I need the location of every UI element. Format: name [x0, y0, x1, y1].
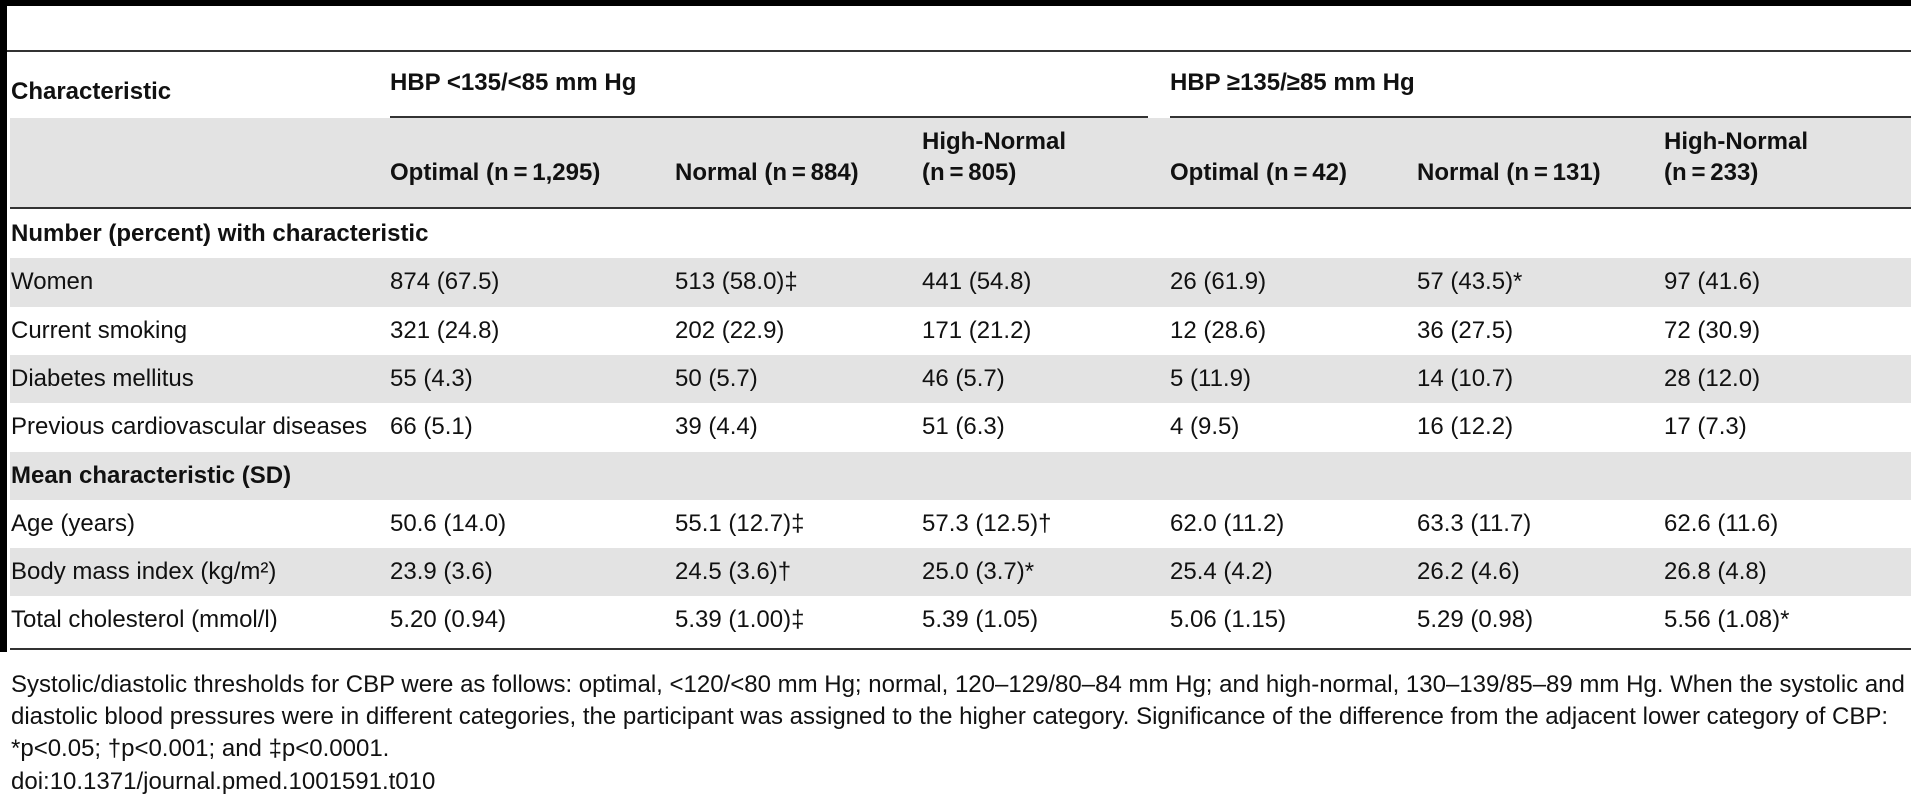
- table-cell: 72 (30.9): [1664, 316, 1761, 344]
- table-cell: 5.20 (0.94): [390, 606, 507, 634]
- row-label: Diabetes mellitus: [11, 364, 194, 392]
- table-cell: 23.9 (3.6): [390, 558, 493, 586]
- table-cell: 66 (5.1): [390, 413, 473, 441]
- subcolumn-header-n: (n = 805): [922, 159, 1017, 186]
- row-label: Total cholesterol (mmol/l): [11, 606, 278, 634]
- table-cell: 25.0 (3.7)*: [922, 558, 1035, 586]
- subheader-band: [10, 118, 1911, 208]
- row-label: Women: [11, 268, 94, 296]
- table-cell: 321 (24.8): [390, 316, 500, 344]
- table-cell: 62.6 (11.6): [1664, 509, 1779, 537]
- table-cell: 46 (5.7): [922, 364, 1005, 392]
- row-label: Current smoking: [11, 316, 188, 344]
- row-shade: [10, 258, 1911, 307]
- table-cell: 55.1 (12.7)‡: [675, 509, 805, 537]
- table-cell: 4 (9.5): [1170, 413, 1240, 441]
- characteristic-header: Characteristic: [11, 78, 172, 105]
- header-top-rule: [7, 50, 1911, 52]
- subcolumn-header: Normal (n = 884): [675, 159, 859, 186]
- table-cell: 5.56 (1.08)*: [1664, 606, 1790, 634]
- table-cell: 14 (10.7): [1417, 364, 1514, 392]
- row-label: Age (years): [11, 509, 136, 537]
- table-cell: 24.5 (3.6)†: [675, 558, 792, 586]
- table-cell: 513 (58.0)‡: [675, 268, 798, 296]
- table-cell: 5 (11.9): [1170, 364, 1251, 392]
- table-cell: 5.39 (1.05): [922, 606, 1039, 634]
- table-cell: 171 (21.2): [922, 316, 1032, 344]
- group-header-hbp-low: HBP <135/<85 mm Hg: [390, 69, 637, 96]
- table-cell: 17 (7.3): [1664, 413, 1747, 441]
- table-cell: 28 (12.0): [1664, 364, 1761, 392]
- table-cell: 441 (54.8): [922, 268, 1032, 296]
- table-cell: 51 (6.3): [922, 413, 1005, 441]
- table-cell: 57 (43.5)*: [1417, 268, 1523, 296]
- table-cell: 55 (4.3): [390, 364, 473, 392]
- table-cell: 63.3 (11.7): [1417, 509, 1532, 537]
- table-top-rule: [0, 0, 1911, 6]
- table-cell: 57.3 (12.5)†: [922, 509, 1052, 537]
- table-cell: 25.4 (4.2): [1170, 558, 1273, 586]
- table-cell: 26.8 (4.8): [1664, 558, 1767, 586]
- group1-underline: [390, 116, 1148, 118]
- table-cell: 5.39 (1.00)‡: [675, 606, 805, 634]
- table-cell: 50.6 (14.0): [390, 509, 507, 537]
- table-cell: 16 (12.2): [1417, 413, 1514, 441]
- table-footnote: Systolic/diastolic thresholds for CBP we…: [11, 671, 1905, 762]
- group2-underline: [1170, 116, 1911, 118]
- section-title: Number (percent) with characteristic: [11, 220, 429, 247]
- section-title: Mean characteristic (SD): [11, 461, 292, 489]
- table-cell: 97 (41.6): [1664, 268, 1761, 296]
- row-label: Previous cardiovascular diseases: [11, 413, 368, 441]
- table-bottom-rule: [10, 648, 1911, 650]
- row-label: Body mass index (kg/m²): [11, 558, 277, 586]
- group-header-hbp-high: HBP ≥135/≥85 mm Hg: [1170, 69, 1415, 96]
- table-cell: 12 (28.6): [1170, 316, 1267, 344]
- table-cell: 26 (61.9): [1170, 268, 1267, 296]
- table-cell: 5.29 (0.98): [1417, 606, 1534, 634]
- table-cell: 62.0 (11.2): [1170, 509, 1285, 537]
- subcolumn-header-n: (n = 233): [1664, 159, 1759, 186]
- subcolumn-header: Optimal (n = 42): [1170, 159, 1347, 186]
- row-shade: [10, 354, 1911, 404]
- table-cell: 5.06 (1.15): [1170, 606, 1287, 634]
- table-cell: 202 (22.9): [675, 316, 785, 344]
- row-shade: [10, 451, 1911, 500]
- row-shade: [10, 548, 1911, 597]
- header-bottom-rule: [10, 207, 1911, 209]
- subcolumn-header: Normal (n = 131): [1417, 159, 1601, 186]
- doi-link[interactable]: doi:10.1371/journal.pmed.1001591.t010: [11, 768, 436, 795]
- table-cell: 36 (27.5): [1417, 316, 1514, 344]
- subcolumn-header: Optimal (n = 1,295): [390, 159, 601, 186]
- subcolumn-header: High-Normal: [1664, 128, 1808, 155]
- table-cell: 39 (4.4): [675, 413, 758, 441]
- table-cell: 50 (5.7): [675, 364, 758, 392]
- table-cell: 874 (67.5): [390, 268, 500, 296]
- table-cell: 26.2 (4.6): [1417, 558, 1520, 586]
- left-border: [0, 0, 7, 652]
- subcolumn-header: High-Normal: [922, 128, 1066, 155]
